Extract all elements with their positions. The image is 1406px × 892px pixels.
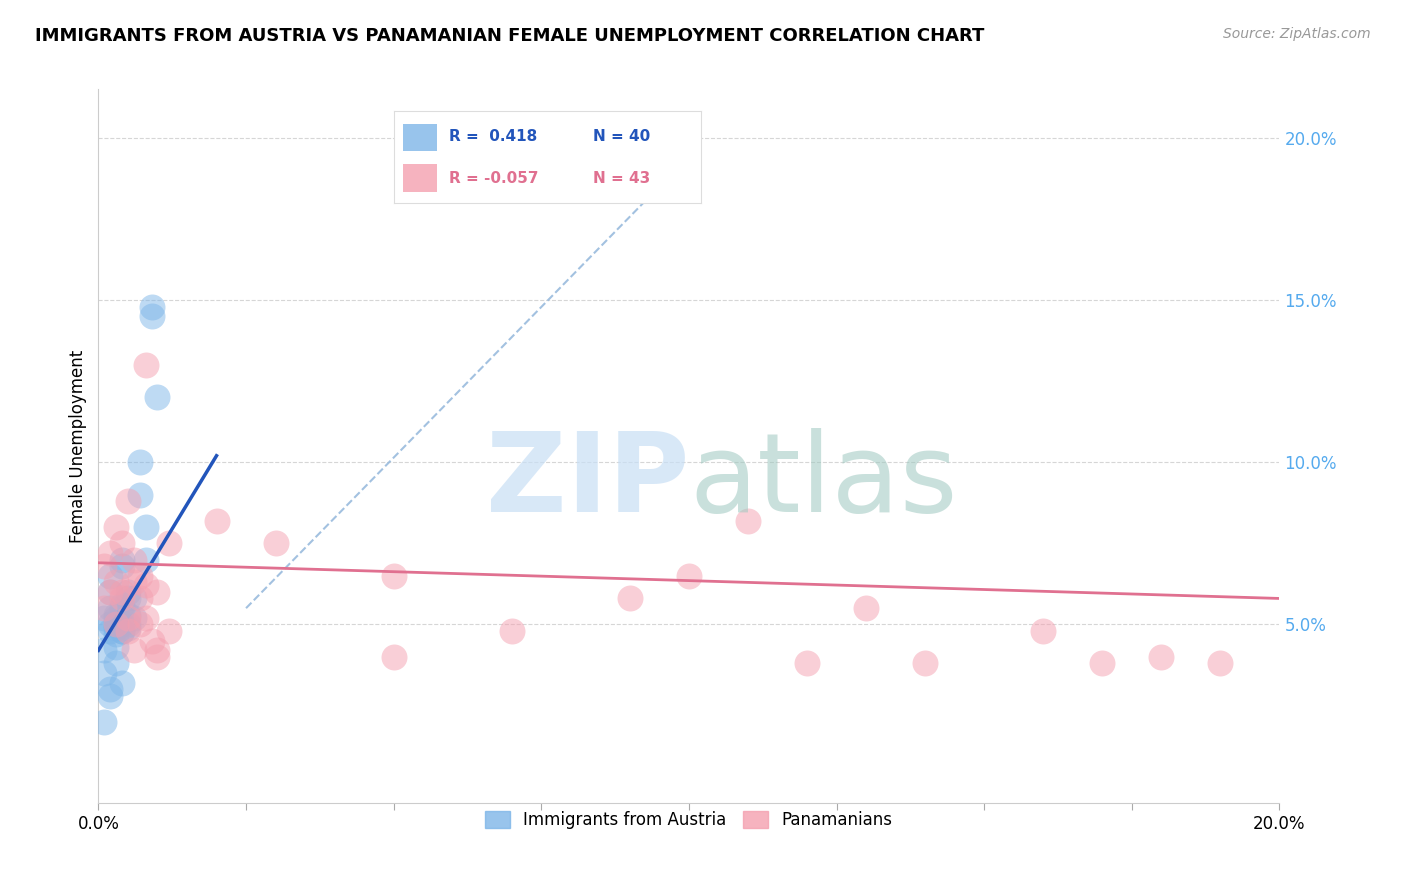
- Point: [1209, 657, 1232, 671]
- Point: [105, 520, 128, 534]
- Point: [111, 598, 134, 612]
- Point: [128, 455, 150, 469]
- Point: [105, 611, 128, 625]
- Point: [141, 310, 163, 324]
- Point: [205, 514, 228, 528]
- Point: [1150, 649, 1173, 664]
- Point: [157, 536, 180, 550]
- Point: [128, 591, 150, 606]
- Point: [117, 621, 139, 635]
- Point: [111, 601, 134, 615]
- Point: [93, 666, 115, 681]
- Point: [105, 640, 128, 654]
- Point: [122, 552, 145, 566]
- Point: [98, 617, 121, 632]
- Point: [111, 591, 134, 606]
- Point: [128, 568, 150, 582]
- Point: [117, 624, 139, 638]
- Point: [117, 617, 139, 632]
- Point: [98, 585, 121, 599]
- Point: [111, 617, 134, 632]
- Text: atlas: atlas: [689, 428, 957, 535]
- Point: [105, 627, 128, 641]
- Point: [737, 514, 759, 528]
- Point: [98, 689, 121, 703]
- Point: [111, 675, 134, 690]
- Point: [93, 559, 115, 574]
- Point: [264, 536, 287, 550]
- Point: [93, 601, 115, 615]
- Point: [678, 568, 700, 582]
- Point: [141, 633, 163, 648]
- Point: [855, 601, 877, 615]
- Point: [105, 575, 128, 590]
- Point: [1091, 657, 1114, 671]
- Point: [914, 657, 936, 671]
- Point: [98, 682, 121, 697]
- Point: [98, 546, 121, 560]
- Point: [382, 568, 405, 582]
- Point: [146, 390, 169, 404]
- Point: [105, 621, 128, 635]
- Point: [141, 300, 163, 314]
- Point: [117, 494, 139, 508]
- Point: [146, 585, 169, 599]
- Point: [105, 657, 128, 671]
- Point: [135, 611, 157, 625]
- Point: [117, 591, 139, 606]
- Point: [111, 536, 134, 550]
- Point: [111, 585, 134, 599]
- Point: [146, 649, 169, 664]
- Point: [98, 601, 121, 615]
- Point: [146, 643, 169, 657]
- Point: [105, 617, 128, 632]
- Point: [93, 611, 115, 625]
- Point: [501, 624, 523, 638]
- Point: [1032, 624, 1054, 638]
- Text: IMMIGRANTS FROM AUSTRIA VS PANAMANIAN FEMALE UNEMPLOYMENT CORRELATION CHART: IMMIGRANTS FROM AUSTRIA VS PANAMANIAN FE…: [35, 27, 984, 45]
- Point: [117, 585, 139, 599]
- Point: [619, 591, 641, 606]
- Point: [111, 624, 134, 638]
- Point: [157, 624, 180, 638]
- Point: [111, 559, 134, 574]
- Text: ZIP: ZIP: [485, 428, 689, 535]
- Point: [93, 643, 115, 657]
- Point: [128, 488, 150, 502]
- Point: [111, 552, 134, 566]
- Point: [135, 520, 157, 534]
- Point: [98, 624, 121, 638]
- Point: [98, 568, 121, 582]
- Point: [128, 617, 150, 632]
- Point: [93, 714, 115, 729]
- Point: [122, 611, 145, 625]
- Y-axis label: Female Unemployment: Female Unemployment: [69, 350, 87, 542]
- Text: Source: ZipAtlas.com: Source: ZipAtlas.com: [1223, 27, 1371, 41]
- Point: [122, 575, 145, 590]
- Point: [98, 585, 121, 599]
- Point: [796, 657, 818, 671]
- Point: [135, 578, 157, 592]
- Point: [105, 607, 128, 622]
- Point: [117, 607, 139, 622]
- Point: [117, 611, 139, 625]
- Point: [135, 358, 157, 372]
- Point: [122, 591, 145, 606]
- Point: [135, 552, 157, 566]
- Point: [122, 643, 145, 657]
- Point: [111, 624, 134, 638]
- Legend: Immigrants from Austria, Panamanians: Immigrants from Austria, Panamanians: [477, 803, 901, 838]
- Point: [382, 649, 405, 664]
- Point: [105, 617, 128, 632]
